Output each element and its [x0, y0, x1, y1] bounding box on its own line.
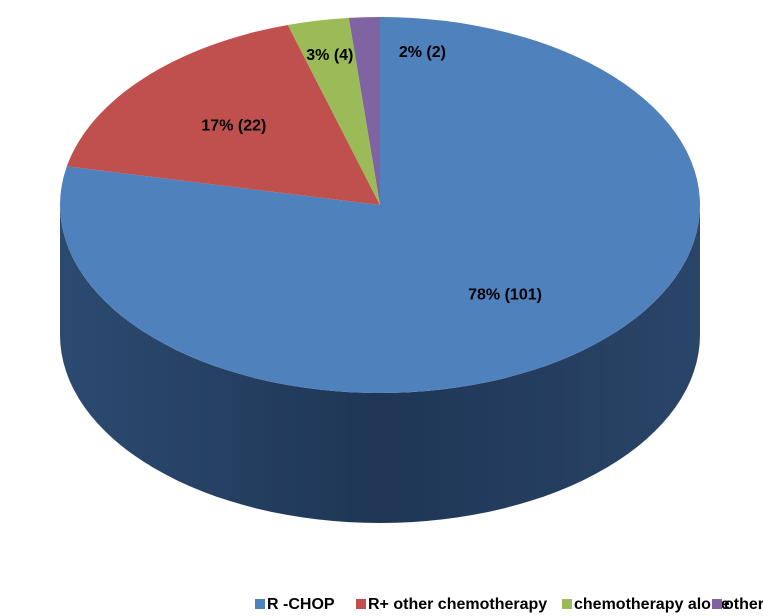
slice: [59, 17, 701, 394]
slice: [348, 17, 380, 205]
legend-swatch: [356, 599, 366, 609]
legend-label: R+ other chemotherapy: [368, 596, 547, 613]
data-label: 2% (2): [399, 44, 446, 61]
legend-swatch: [562, 599, 572, 609]
legend-label: chemotherapy alone: [574, 596, 730, 613]
slice: [287, 17, 380, 206]
legend-swatch: [255, 599, 265, 609]
data-label: 3% (4): [306, 47, 353, 64]
slice-side: [60, 205, 700, 523]
legend-swatch: [712, 599, 722, 609]
legend-label: R -CHOP: [267, 596, 335, 613]
legend-label: other: [724, 596, 763, 613]
slice: [66, 24, 380, 206]
data-label: 78% (101): [468, 287, 542, 304]
data-label: 17% (22): [201, 117, 266, 134]
